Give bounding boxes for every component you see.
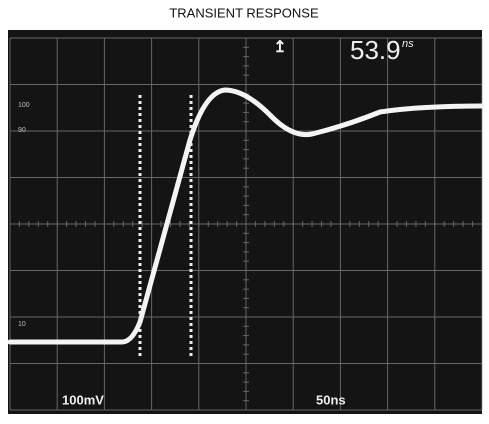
readout-unit: ns [402, 38, 414, 50]
time-scale: 50ns [316, 392, 346, 407]
level-label: 90 [18, 127, 26, 134]
waveform-trace [7, 87, 485, 345]
channel-scale: 100mV [62, 392, 104, 407]
figure-title: TRANSIENT RESPONSE [169, 5, 319, 20]
level-label: 10 [18, 321, 26, 328]
scope-screen [8, 30, 482, 414]
cursor-icon: ↥ [273, 39, 286, 56]
readout-value: 53.9 [350, 35, 401, 65]
level-label: 100 [18, 102, 30, 109]
graticule [9, 37, 483, 411]
